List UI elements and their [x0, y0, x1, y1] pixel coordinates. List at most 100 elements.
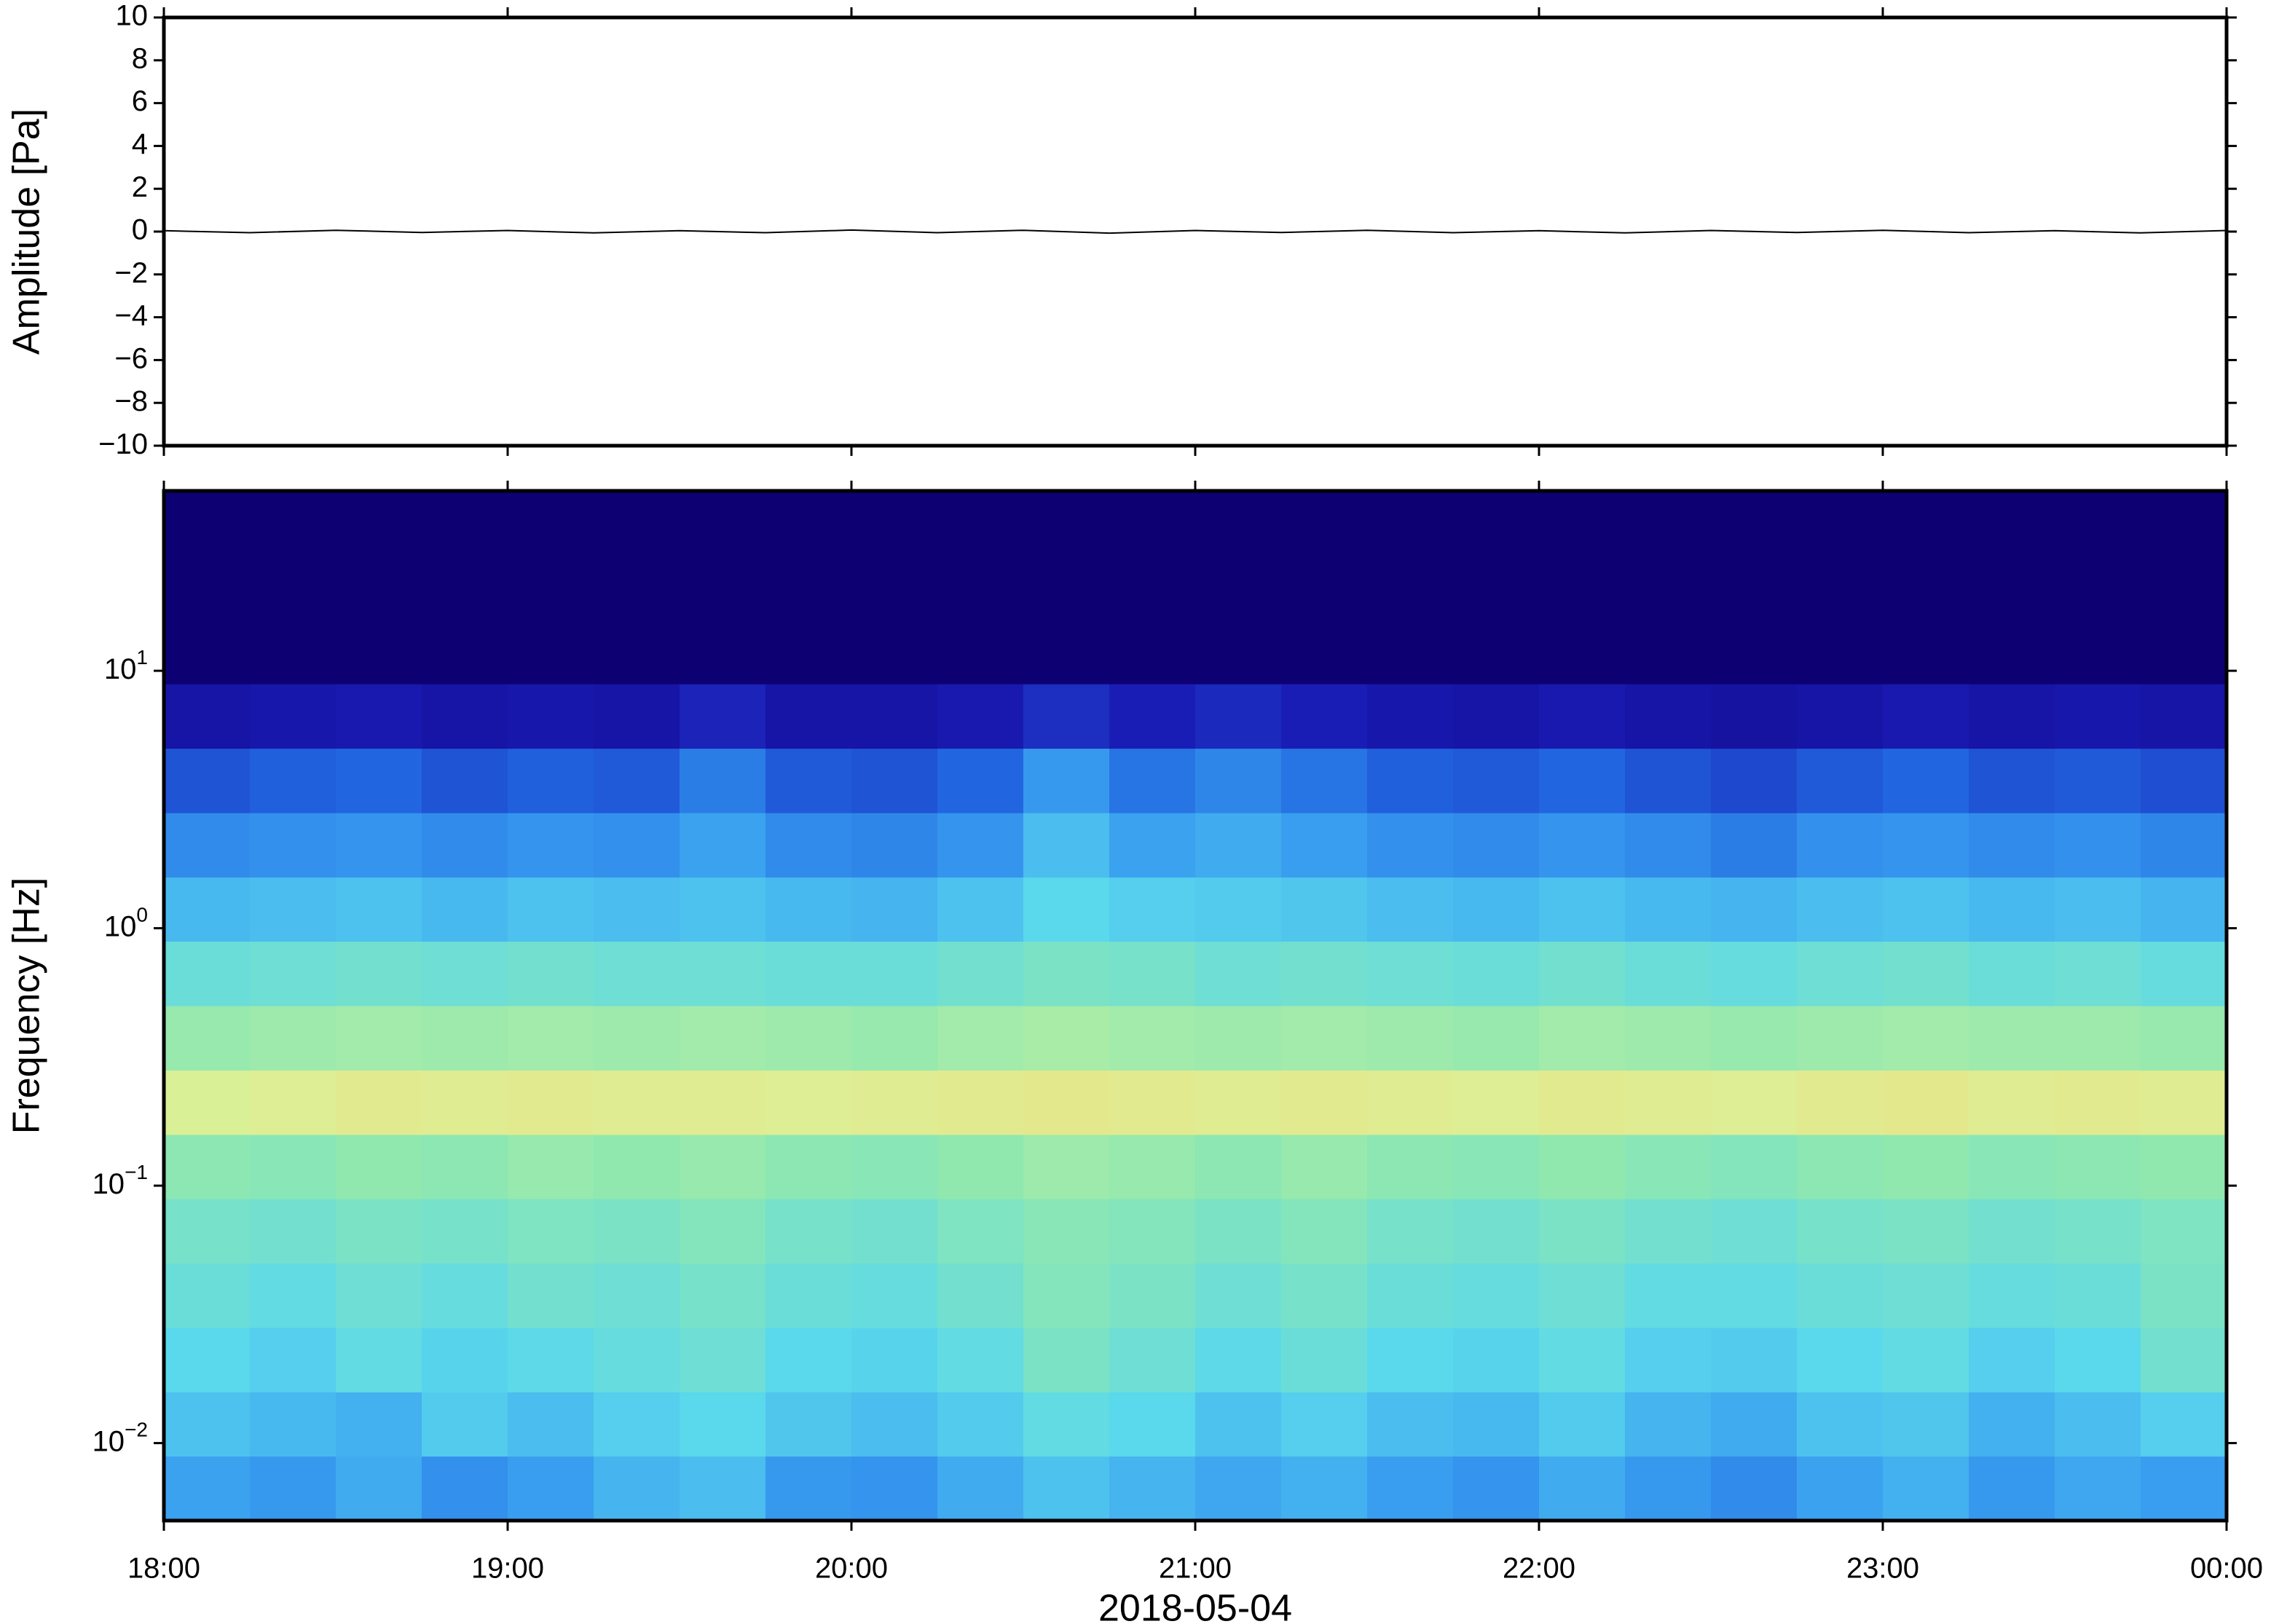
spectrogram-cell [1281, 1327, 1368, 1392]
spectrogram-cell [1281, 683, 1368, 749]
spectrogram-cell [765, 1134, 852, 1199]
spectrogram-cell [1797, 1198, 1884, 1264]
spectrogram-cell [680, 1456, 766, 1521]
spectrogram-cell [1195, 1456, 1282, 1521]
spectrogram-cell [851, 877, 938, 942]
spectrogram-cell [2141, 1198, 2227, 1264]
spectrogram-cell [1367, 1456, 1454, 1521]
spectrogram-cell [336, 941, 422, 1006]
spectrogram-cell [1367, 1392, 1454, 1457]
spectrogram-cell [1883, 941, 1969, 1006]
y-tick-label: 6 [132, 85, 148, 117]
spectrogram-cell [594, 1327, 680, 1392]
x-tick-label: 21:00 [1159, 1553, 1232, 1585]
spectrogram-cell [1453, 1456, 1540, 1521]
spectrogram-cell [680, 1198, 766, 1264]
spectrogram-cell [1625, 1456, 1712, 1521]
spectrogram-cell [422, 1198, 508, 1264]
spectrogram-cell [1711, 683, 1798, 749]
spectrogram-cell [1109, 941, 1196, 1006]
spectrogram-cell [164, 748, 251, 813]
spectrogram-cell [851, 1134, 938, 1199]
spectrogram-cell [1453, 877, 1540, 942]
spectrogram-cell [1453, 1198, 1540, 1264]
spectrogram-cell [1109, 812, 1196, 878]
y-tick-label: 8 [132, 42, 148, 74]
y-tick-label: 101 [104, 646, 148, 685]
spectrogram-cell [1023, 1327, 1110, 1392]
spectrogram-cell [1625, 1263, 1712, 1328]
spectrogram-cell [1109, 1456, 1196, 1521]
spectrogram-cell [250, 941, 336, 1006]
spectrogram-cell [765, 1198, 852, 1264]
spectrogram-cell [422, 1263, 508, 1328]
spectrogram-cell [336, 1198, 422, 1264]
spectrogram-cell [164, 683, 251, 749]
spectrogram-cell [164, 1198, 251, 1264]
spectrogram-cell [765, 683, 852, 749]
y-tick-label: 10−1 [93, 1161, 148, 1199]
spectrogram-cell [164, 1070, 251, 1135]
spectrogram-cell [1969, 941, 2055, 1006]
spectrogram-cell [937, 683, 1024, 749]
spectrogram-cell [1023, 1263, 1110, 1328]
spectrogram-cell [1539, 941, 1626, 1006]
spectrogram-cell [1883, 683, 1969, 749]
spectrogram-cell [1195, 1263, 1282, 1328]
spectrogram-cell [937, 1198, 1024, 1264]
spectrogram-cell [164, 1392, 251, 1457]
spectrogram-cell [1023, 1392, 1110, 1457]
spectrogram-cell [1539, 491, 1626, 685]
spectrogram-cell [1109, 1327, 1196, 1392]
x-axis-title: 2018-05-04 [1098, 1588, 1292, 1624]
spectrogram-cell [765, 877, 852, 942]
spectrogram-cell [1969, 1327, 2055, 1392]
spectrogram-cell [1883, 1392, 1969, 1457]
y-tick-label-base: 10 [93, 1425, 125, 1457]
spectrogram-cell [1711, 812, 1798, 878]
spectrogram-cell [1453, 812, 1540, 878]
spectrogram-cell [937, 491, 1024, 685]
spectrogram-cell [1109, 683, 1196, 749]
spectrogram-cell [1883, 1456, 1969, 1521]
spectrogram-cell [1883, 491, 1969, 685]
spectrogram-cell [851, 1456, 938, 1521]
spectrogram-cell [508, 1327, 594, 1392]
spectrogram-cell [1453, 1392, 1540, 1457]
y-axis-title: Amplitude [Pa] [6, 109, 48, 355]
spectrogram-cell [1797, 1070, 1884, 1135]
spectrogram-cell [164, 1327, 251, 1392]
spectrogram-cell [2055, 1070, 2141, 1135]
spectrogram-cell [2141, 941, 2227, 1006]
spectrogram-cell [508, 941, 594, 1006]
spectrogram-cell [937, 1134, 1024, 1199]
spectrogram-cell [1625, 941, 1712, 1006]
spectrogram-cell [1023, 1070, 1110, 1135]
spectrogram-cell [1539, 1392, 1626, 1457]
spectrogram-cell [2141, 683, 2227, 749]
spectrogram-cell [1453, 1327, 1540, 1392]
spectrogram-cell [851, 491, 938, 685]
spectrogram-cell [1711, 1134, 1798, 1199]
spectrogram-cell [765, 491, 852, 685]
spectrogram-cell [594, 1070, 680, 1135]
spectrogram-cell [2055, 812, 2141, 878]
spectrogram-cell [2055, 1263, 2141, 1328]
x-tick-label: 20:00 [815, 1553, 888, 1585]
spectrogram-cell [1539, 1070, 1626, 1135]
spectrogram-cell [1969, 1263, 2055, 1328]
spectrogram-cell [594, 1263, 680, 1328]
y-tick-label: −10 [98, 428, 148, 460]
spectrogram-cell [1969, 491, 2055, 685]
spectrogram-cell [1195, 748, 1282, 813]
spectrogram-cell [1797, 748, 1884, 813]
x-tick-label: 23:00 [1846, 1553, 1919, 1585]
spectrogram-cell [1453, 491, 1540, 685]
spectrogram-cell [937, 1263, 1024, 1328]
spectrogram-cell [1367, 1263, 1454, 1328]
spectrogram-cell [765, 1070, 852, 1135]
spectrogram-cell [164, 941, 251, 1006]
x-tick-label: 18:00 [127, 1553, 200, 1585]
spectrogram-cell [1711, 1263, 1798, 1328]
spectrogram-cell [1711, 1392, 1798, 1457]
